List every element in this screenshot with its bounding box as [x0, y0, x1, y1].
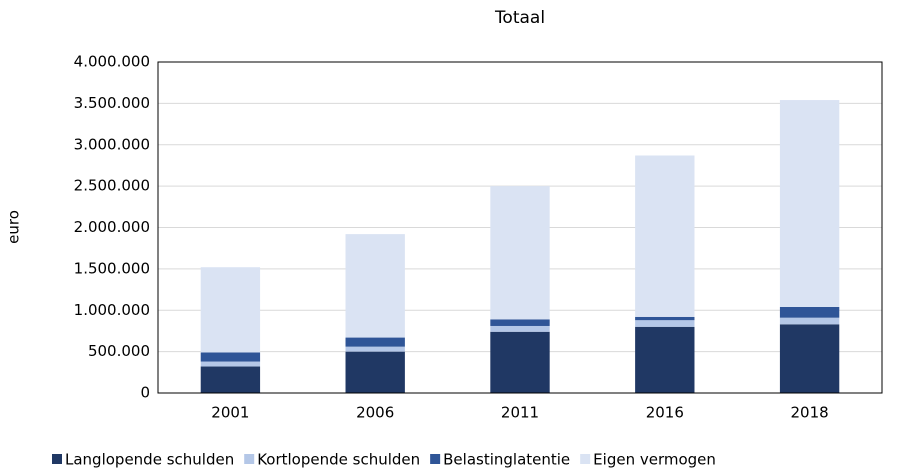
y-tick-label: 500.000 [88, 342, 150, 360]
x-tick-label: 2016 [646, 404, 684, 422]
bar-segment [490, 325, 550, 332]
bar-segment [490, 331, 550, 393]
legend-label: Belastinglatentie [443, 451, 570, 469]
bar-segment [345, 351, 405, 393]
bar-segment [200, 267, 261, 353]
legend-label: Eigen vermogen [593, 451, 716, 469]
y-tick-label: 2.000.000 [74, 218, 150, 236]
bar-segment [200, 352, 261, 362]
bar-segment [779, 324, 840, 393]
chart-title: Totaal [494, 8, 545, 28]
bar-segment [635, 316, 695, 321]
y-tick-label: 2.500.000 [74, 177, 150, 195]
legend-swatch [580, 454, 591, 464]
bar-segment [490, 186, 550, 320]
bar-segment [635, 320, 695, 327]
y-tick-label: 1.500.000 [74, 259, 150, 277]
legend-label: Kortlopende schulden [257, 451, 420, 469]
y-tick-label: 4.000.000 [74, 53, 150, 71]
legend-swatch [52, 454, 62, 464]
y-tick-label: 1.000.000 [74, 301, 150, 319]
bar-segment [779, 100, 840, 307]
bar-segment [345, 346, 405, 352]
y-tick-label: 0 [140, 384, 150, 402]
x-tick-label: 2018 [791, 404, 829, 422]
y-tick-label: 3.000.000 [74, 135, 150, 153]
bar-segment [345, 234, 405, 338]
bar-segment [779, 306, 840, 318]
bar-segment [635, 155, 695, 317]
bar-segment [345, 337, 405, 347]
bar-segment [200, 361, 261, 367]
legend-swatch [244, 454, 255, 464]
bar-segment [779, 317, 840, 325]
bar-segment [635, 326, 695, 393]
x-tick-label: 2011 [501, 404, 539, 422]
bar-segment [490, 319, 550, 326]
legend-label: Langlopende schulden [65, 451, 234, 469]
x-tick-label: 2006 [356, 404, 394, 422]
y-tick-label: 3.500.000 [74, 94, 150, 112]
legend-swatch [430, 454, 441, 464]
x-tick-label: 2001 [211, 404, 249, 422]
bar-segment [200, 366, 261, 393]
plot-border [157, 61, 883, 394]
y-axis-title: euro [5, 210, 23, 244]
